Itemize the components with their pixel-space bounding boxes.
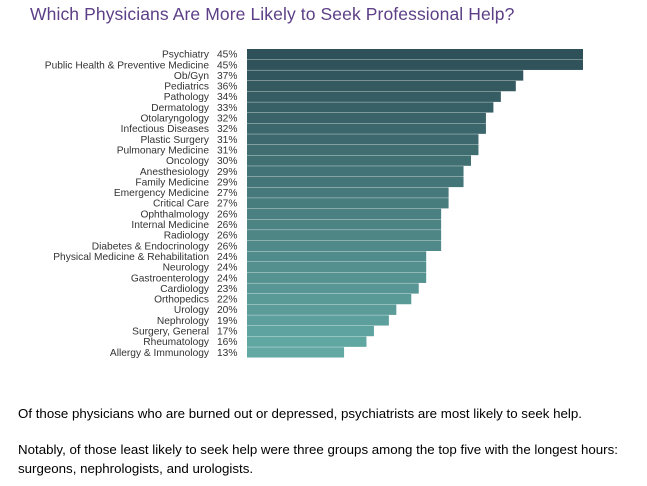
value-label: 34% <box>217 92 237 103</box>
bar <box>247 240 442 251</box>
value-label: 32% <box>217 114 237 125</box>
category-label: Pathology <box>164 92 210 103</box>
value-label: 24% <box>217 252 237 263</box>
bar <box>247 272 427 283</box>
bar <box>247 283 419 294</box>
category-label: Neurology <box>163 263 210 274</box>
category-label: Radiology <box>164 231 210 242</box>
bar <box>247 325 374 337</box>
value-label: 29% <box>217 167 237 178</box>
bar <box>247 304 397 315</box>
value-label: 31% <box>217 145 237 156</box>
category-label: Infectious Diseases <box>121 124 209 135</box>
category-label: Ob/Gyn <box>174 71 209 82</box>
value-label: 20% <box>217 305 237 316</box>
category-label: Urology <box>174 305 210 316</box>
value-label: 17% <box>217 327 237 338</box>
value-label: 36% <box>217 82 237 93</box>
category-label: Nephrology <box>157 316 210 327</box>
value-label: 26% <box>217 209 237 220</box>
category-label: Critical Care <box>153 199 209 210</box>
bar <box>247 230 442 241</box>
summary-paragraph: Of those physicians who are burned out o… <box>18 406 582 421</box>
bar <box>247 49 583 60</box>
value-label: 24% <box>217 273 237 284</box>
value-label: 33% <box>217 103 237 114</box>
category-label: Cardiology <box>160 284 210 295</box>
category-label: Plastic Surgery <box>140 135 209 146</box>
value-label: 27% <box>217 199 237 210</box>
bar <box>247 315 389 326</box>
bar <box>247 208 442 220</box>
value-label: 13% <box>217 348 237 359</box>
value-label: 45% <box>217 50 237 61</box>
category-label: Physical Medicine & Rehabilitation <box>53 252 209 263</box>
category-label: Internal Medicine <box>131 220 209 231</box>
bar <box>247 166 464 177</box>
value-label: 23% <box>217 284 237 295</box>
category-label: Emergency Medicine <box>114 188 209 199</box>
bar <box>247 347 345 358</box>
category-label: Orthopedics <box>154 295 209 306</box>
bar <box>247 112 486 124</box>
value-label: 45% <box>217 60 237 71</box>
bar <box>247 293 412 305</box>
value-label: 26% <box>217 220 237 231</box>
value-label: 27% <box>217 188 237 199</box>
bar <box>247 80 516 92</box>
bar <box>247 219 442 230</box>
value-label: 29% <box>217 177 237 188</box>
value-label: 31% <box>217 135 237 146</box>
bar-chart: Psychiatry 45% Public Health & Preventive … <box>45 49 583 359</box>
bar <box>247 187 449 198</box>
category-label: Otolaryngology <box>140 114 209 125</box>
value-label: 22% <box>217 295 237 306</box>
category-label: Psychiatry <box>162 50 210 61</box>
value-label: 19% <box>217 316 237 327</box>
category-label: Pediatrics <box>164 82 209 93</box>
bar <box>247 91 501 102</box>
value-label: 32% <box>217 124 237 135</box>
value-label: 26% <box>217 231 237 242</box>
chart-title: Which Physicians Are More Likely to Seek… <box>30 4 515 24</box>
bar <box>247 176 464 188</box>
category-label: Rheumatology <box>143 337 210 348</box>
bar <box>247 155 471 166</box>
bar <box>247 251 427 262</box>
category-label: Pulmonary Medicine <box>117 145 210 156</box>
category-label: Public Health & Preventive Medicine <box>45 60 210 71</box>
category-label: Family Medicine <box>135 177 209 188</box>
bar <box>247 336 367 347</box>
bar <box>247 144 479 156</box>
category-label: Oncology <box>166 156 210 167</box>
value-label: 26% <box>217 241 237 252</box>
value-label: 30% <box>217 156 237 167</box>
category-label: Diabetes & Endocrinology <box>92 241 210 252</box>
category-label: Anesthesiology <box>140 167 210 178</box>
value-label: 37% <box>217 71 237 82</box>
value-label: 16% <box>217 337 237 348</box>
category-label: Allergy & Immunology <box>110 348 210 359</box>
bar <box>247 134 479 145</box>
category-label: Surgery, General <box>132 327 209 338</box>
bar <box>247 59 583 70</box>
category-label: Gastroenterology <box>131 273 210 284</box>
bar <box>247 262 427 273</box>
category-label: Ophthalmology <box>140 209 209 220</box>
value-label: 24% <box>217 263 237 274</box>
bar <box>247 102 494 113</box>
bar <box>247 198 449 209</box>
bar <box>247 123 486 134</box>
notable-paragraph: Notably, of those least likely to seek h… <box>18 442 618 476</box>
bar <box>247 70 524 81</box>
category-label: Dermatology <box>151 103 210 114</box>
